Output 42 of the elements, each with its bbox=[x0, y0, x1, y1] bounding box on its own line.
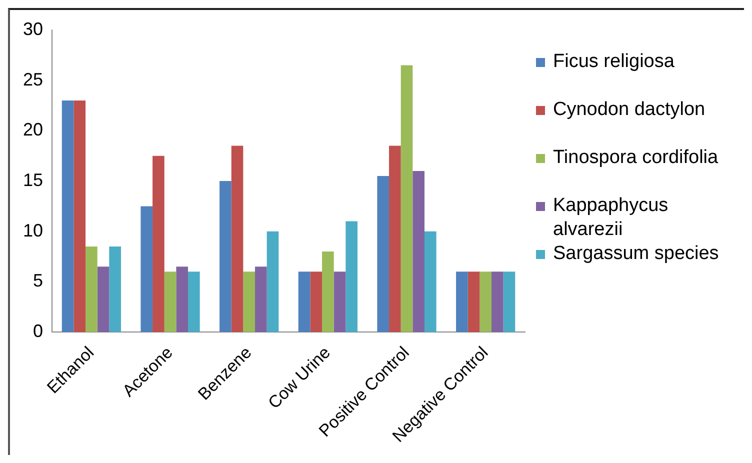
bar bbox=[412, 170, 424, 332]
bar bbox=[377, 176, 390, 332]
bar bbox=[503, 272, 516, 332]
bar bbox=[152, 156, 164, 332]
bar bbox=[97, 266, 110, 332]
bar bbox=[266, 231, 279, 332]
bar bbox=[456, 272, 468, 332]
y-tick-label: 5 bbox=[33, 270, 44, 291]
bar bbox=[346, 221, 358, 332]
bar bbox=[140, 206, 153, 332]
y-tick-label: 25 bbox=[22, 69, 44, 90]
legend-label: Ficus religiosa bbox=[553, 50, 676, 74]
legend-label: Tinospora cordifolia bbox=[553, 146, 720, 170]
bar bbox=[310, 272, 322, 332]
bar bbox=[176, 266, 188, 332]
bar bbox=[492, 272, 504, 332]
bar bbox=[220, 181, 232, 332]
bar bbox=[74, 100, 86, 332]
bar bbox=[188, 272, 200, 332]
bar bbox=[468, 272, 480, 332]
legend-label: Cynodon dactylon bbox=[553, 98, 706, 122]
bar bbox=[424, 231, 436, 332]
bar bbox=[164, 272, 176, 332]
y-tick-label: 10 bbox=[22, 220, 44, 240]
bar bbox=[86, 246, 98, 332]
bar bbox=[334, 272, 346, 332]
bar bbox=[400, 65, 413, 332]
y-tick-label: 20 bbox=[22, 120, 44, 140]
bar bbox=[62, 100, 74, 332]
bar bbox=[255, 266, 267, 332]
bar bbox=[109, 246, 121, 332]
bar bbox=[322, 251, 334, 332]
bar bbox=[298, 272, 310, 332]
y-tick-label: 0 bbox=[33, 321, 44, 342]
y-tick-label: 15 bbox=[22, 170, 44, 190]
legend-label: Sargassum species bbox=[553, 242, 720, 266]
bar bbox=[243, 272, 256, 332]
bar bbox=[389, 146, 401, 332]
bar bbox=[231, 146, 244, 332]
bar bbox=[480, 272, 492, 332]
legend-label: Kappaphycus alvarezii bbox=[553, 194, 670, 242]
y-tick-label: 30 bbox=[22, 18, 44, 39]
